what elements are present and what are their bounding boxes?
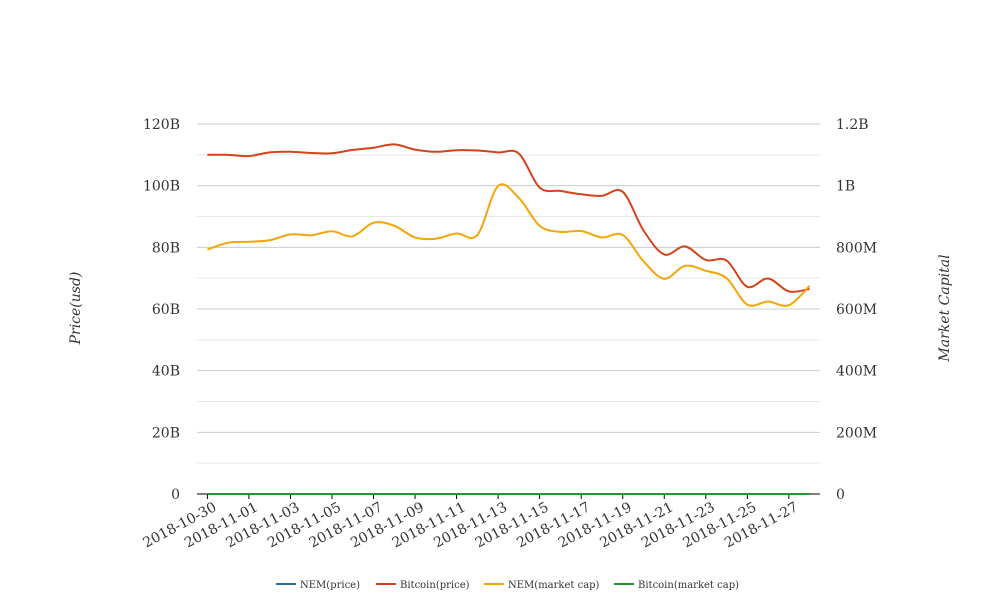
y-left-tick-label: 100B xyxy=(143,179,180,195)
y-right-tick-label: 400M xyxy=(836,364,877,380)
y-right-tick-label: 200M xyxy=(836,425,877,441)
y-right-tick-label: 800M xyxy=(836,240,877,256)
y-left-tick-label: 40B xyxy=(152,364,180,380)
series-line-bitcoin-price xyxy=(207,143,810,293)
y-right-tick-label: 1B xyxy=(836,179,855,195)
y-left-tick-label: 120B xyxy=(143,117,180,133)
right-y-axis-ticks: 0 200M 400M 600M 800M 1B 1.2B xyxy=(836,117,877,503)
y-right-tick-label: 0 xyxy=(836,487,845,503)
y-right-tick-label: 600M xyxy=(836,302,877,318)
y-left-tick-label: 0 xyxy=(171,487,180,503)
grid-lines xyxy=(197,123,820,495)
left-y-axis-ticks: 0 20B 40B 60B 80B 100B 120B xyxy=(143,117,180,503)
left-y-axis-title: Price(usd) xyxy=(68,272,84,346)
legend: NEM(price) Bitcoin(price) NEM(market cap) B… xyxy=(276,580,739,591)
series-line-nem-market-cap xyxy=(207,183,811,307)
y-right-tick-label: 1.2B xyxy=(836,117,869,133)
right-y-axis-title: Market Capital xyxy=(937,254,953,362)
legend-label: NEM(price) xyxy=(300,580,360,591)
y-left-tick-label: 80B xyxy=(152,240,180,256)
series-lines xyxy=(207,143,811,495)
legend-label: NEM(market cap) xyxy=(508,580,600,591)
x-axis-ticks: 2018-10-302018-11-012018-11-032018-11-05… xyxy=(140,494,801,551)
y-left-tick-label: 20B xyxy=(152,425,180,441)
y-left-tick-label: 60B xyxy=(152,302,180,318)
legend-label: Bitcoin(market cap) xyxy=(638,580,739,591)
legend-label: Bitcoin(price) xyxy=(400,580,470,591)
